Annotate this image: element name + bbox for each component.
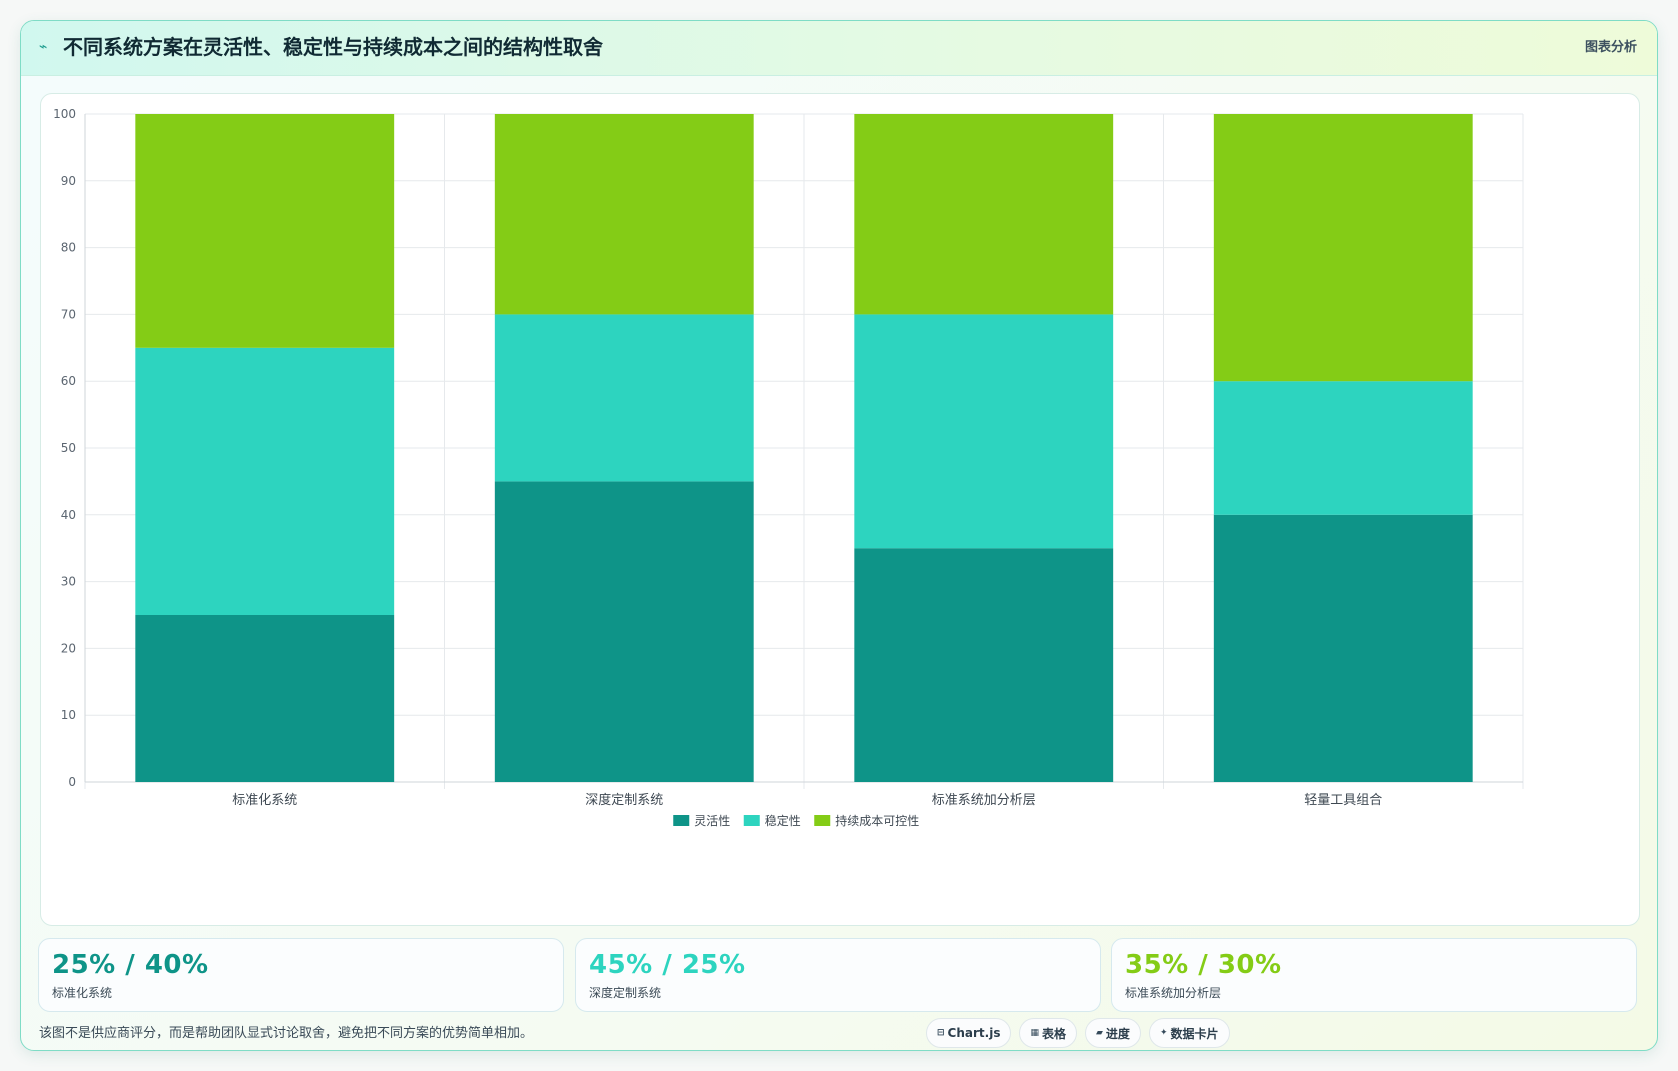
legend-swatch	[673, 815, 690, 826]
card-icon: ✦	[1159, 1028, 1168, 1038]
chart-icon: ⊟	[937, 1028, 945, 1038]
x-tick-label: 标准系统加分析层	[932, 793, 1036, 808]
pulse-icon: ⌁	[39, 39, 48, 55]
x-tick-label: 轻量工具组合	[1304, 793, 1382, 808]
legend-label: 稳定性	[765, 813, 801, 828]
stat-value: 35% / 30%	[1125, 950, 1282, 980]
stat-label: 标准化系统	[52, 986, 113, 1000]
stat-value: 45% / 25%	[589, 950, 746, 980]
panel-header: ⌁ 不同系统方案在灵活性、稳定性与持续成本之间的结构性取舍 图表分析	[21, 21, 1657, 76]
tag-label: Chart.js	[947, 1026, 1001, 1040]
stat-card-3: 35% / 30% 标准系统加分析层	[1111, 938, 1637, 1012]
tag-label: 数据卡片	[1170, 1026, 1219, 1041]
legend-swatch	[814, 815, 831, 826]
chart-analysis-badge: 图表分析	[1584, 40, 1637, 55]
tag-table[interactable]: ▦ 表格	[1019, 1018, 1077, 1048]
y-tick-label: 90	[61, 174, 76, 188]
legend-label: 持续成本可控性	[835, 813, 919, 828]
chart-title: 不同系统方案在灵活性、稳定性与持续成本之间的结构性取舍	[63, 35, 603, 59]
bar-segment	[135, 347, 395, 615]
tag-label: 表格	[1041, 1026, 1066, 1041]
tag-data-card[interactable]: ✦ 数据卡片	[1148, 1018, 1230, 1048]
stat-card-1: 25% / 40% 标准化系统	[38, 938, 564, 1012]
bar-segment	[135, 114, 395, 348]
stat-card-2: 45% / 25% 深度定制系统	[575, 938, 1101, 1012]
chart-card: 0 10 20 30 40 50 60 70 80 90 100 标准化系统 深度定制系统 标准系统加分析…	[40, 93, 1640, 926]
bar-segment	[854, 548, 1114, 782]
tag-progress[interactable]: ▰ 进度	[1085, 1018, 1141, 1048]
legend-swatch	[743, 815, 760, 826]
y-tick-label: 40	[61, 508, 76, 522]
y-tick-label: 100	[53, 107, 76, 121]
bar-segment	[1213, 514, 1473, 782]
chart-panel: ⌁ 不同系统方案在灵活性、稳定性与持续成本之间的结构性取舍 图表分析 0 10 20…	[20, 20, 1658, 1051]
y-tick-label: 10	[61, 708, 76, 722]
progress-icon: ▰	[1096, 1028, 1103, 1038]
table-icon: ▦	[1030, 1028, 1039, 1038]
bar-segment	[1213, 114, 1473, 382]
bar-segment	[1213, 381, 1473, 515]
bar-segment	[494, 314, 754, 482]
y-tick-label: 60	[61, 374, 76, 388]
footer-note: 该图不是供应商评分，而是帮助团队显式讨论取舍，避免把不同方案的优势简单相加。	[39, 1026, 534, 1041]
stat-label: 标准系统加分析层	[1125, 986, 1222, 1000]
bar-segment	[135, 615, 395, 782]
bar-segment	[854, 314, 1114, 549]
bar-segment	[854, 114, 1114, 315]
tag-label: 进度	[1105, 1026, 1130, 1041]
y-tick-label: 70	[61, 307, 76, 321]
stat-value: 25% / 40%	[52, 950, 209, 980]
y-tick-label: 30	[61, 575, 76, 589]
x-tick-label: 深度定制系统	[585, 792, 663, 808]
legend-label: 灵活性	[694, 814, 730, 828]
y-tick-label: 50	[61, 441, 76, 455]
stacked-bar-chart: 0 10 20 30 40 50 60 70 80 90 100 标准化系统 深度定制系统 标准系统加分析…	[53, 107, 1524, 828]
bar-segment	[494, 481, 754, 782]
y-tick-label: 80	[61, 241, 76, 255]
feature-tags: ⊟ Chart.js ▦ 表格 ▰ 进度 ✦ 数据卡片	[926, 1018, 1230, 1048]
y-tick-label: 0	[68, 775, 76, 789]
x-tick-label: 标准化系统	[232, 793, 297, 808]
tag-chartjs[interactable]: ⊟ Chart.js	[926, 1018, 1012, 1048]
stat-label: 深度定制系统	[589, 986, 662, 1000]
bar-segment	[494, 114, 754, 315]
y-tick-label: 20	[61, 641, 76, 655]
